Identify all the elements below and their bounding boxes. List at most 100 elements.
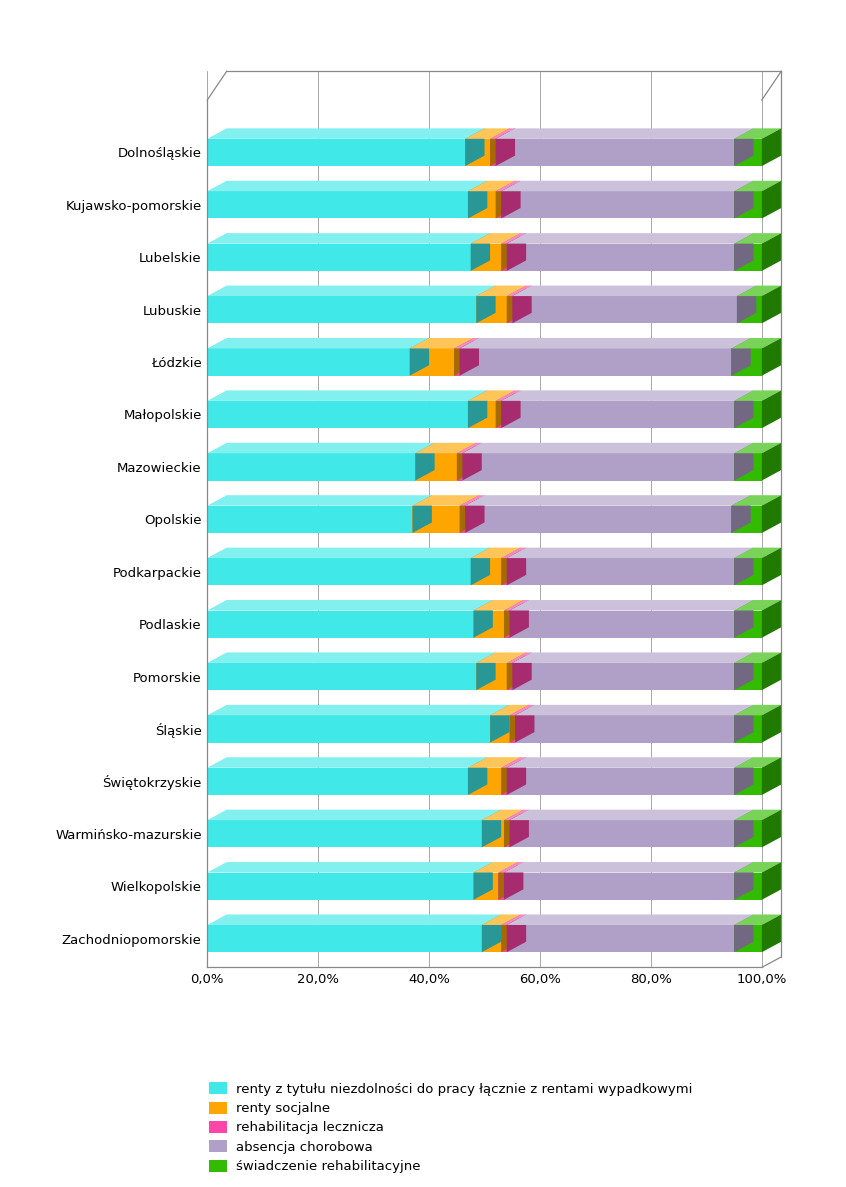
Polygon shape [504, 810, 529, 820]
Polygon shape [470, 233, 520, 243]
Polygon shape [476, 653, 496, 690]
Polygon shape [734, 180, 781, 191]
Polygon shape [501, 914, 526, 925]
Polygon shape [762, 862, 781, 900]
Polygon shape [734, 233, 754, 271]
Bar [734, 401, 762, 429]
Polygon shape [470, 233, 490, 271]
Bar [734, 453, 762, 481]
Polygon shape [481, 810, 501, 848]
Bar [509, 820, 734, 848]
Bar [737, 296, 762, 323]
Polygon shape [734, 391, 781, 401]
Polygon shape [734, 705, 781, 716]
Polygon shape [762, 128, 781, 166]
Polygon shape [513, 653, 754, 662]
Bar [507, 768, 734, 795]
Polygon shape [501, 391, 520, 429]
Bar [207, 768, 468, 795]
Polygon shape [515, 705, 754, 716]
Bar [507, 925, 734, 952]
Polygon shape [481, 914, 520, 925]
Polygon shape [734, 914, 781, 925]
Polygon shape [415, 443, 476, 453]
Bar [498, 872, 504, 900]
Polygon shape [457, 443, 481, 453]
Bar [207, 872, 474, 900]
Polygon shape [459, 495, 485, 506]
Bar [734, 139, 762, 166]
Polygon shape [207, 286, 496, 296]
Bar [207, 662, 476, 690]
Polygon shape [413, 495, 431, 533]
Polygon shape [509, 599, 529, 637]
Polygon shape [463, 443, 754, 453]
Polygon shape [476, 286, 496, 323]
Polygon shape [468, 180, 487, 218]
Polygon shape [459, 338, 750, 349]
Bar [734, 662, 762, 690]
Bar [734, 716, 762, 743]
Bar [459, 506, 465, 533]
Polygon shape [474, 599, 524, 610]
Polygon shape [762, 443, 781, 481]
Polygon shape [737, 286, 781, 296]
Polygon shape [207, 810, 501, 820]
Polygon shape [463, 443, 481, 481]
Polygon shape [504, 599, 529, 610]
Polygon shape [474, 862, 518, 872]
Polygon shape [207, 599, 493, 610]
Polygon shape [207, 705, 509, 716]
Polygon shape [734, 443, 754, 481]
Polygon shape [507, 757, 754, 768]
Bar [734, 191, 762, 218]
Polygon shape [734, 443, 781, 453]
Polygon shape [207, 391, 487, 401]
Polygon shape [762, 810, 781, 848]
Polygon shape [509, 810, 754, 820]
Polygon shape [762, 180, 781, 218]
Bar [470, 558, 501, 585]
Polygon shape [409, 338, 474, 349]
Bar [468, 191, 496, 218]
Bar [507, 558, 734, 585]
Bar [207, 191, 468, 218]
Polygon shape [207, 547, 490, 558]
Bar [496, 139, 734, 166]
Bar [207, 139, 465, 166]
Polygon shape [470, 547, 520, 558]
Polygon shape [734, 810, 754, 848]
Polygon shape [507, 547, 526, 585]
Polygon shape [507, 757, 526, 795]
Polygon shape [498, 862, 518, 900]
Bar [474, 610, 504, 637]
Bar [734, 872, 762, 900]
Bar [504, 872, 734, 900]
Polygon shape [734, 391, 754, 429]
Polygon shape [762, 286, 781, 323]
Polygon shape [501, 180, 520, 218]
Bar [501, 191, 734, 218]
Bar [481, 820, 504, 848]
Polygon shape [507, 914, 754, 925]
Bar [501, 243, 507, 271]
Bar [496, 191, 501, 218]
Polygon shape [507, 653, 531, 662]
Bar [501, 925, 507, 952]
Bar [476, 296, 507, 323]
Polygon shape [496, 180, 515, 218]
Polygon shape [734, 547, 754, 585]
Polygon shape [734, 914, 754, 952]
Polygon shape [468, 757, 487, 795]
Bar [507, 296, 513, 323]
Bar [474, 872, 498, 900]
Polygon shape [501, 547, 526, 558]
Polygon shape [207, 233, 490, 243]
Polygon shape [734, 653, 781, 662]
Bar [734, 820, 762, 848]
Polygon shape [415, 443, 435, 481]
Bar [504, 610, 509, 637]
Polygon shape [762, 547, 781, 585]
Polygon shape [734, 653, 754, 690]
Polygon shape [468, 391, 487, 429]
